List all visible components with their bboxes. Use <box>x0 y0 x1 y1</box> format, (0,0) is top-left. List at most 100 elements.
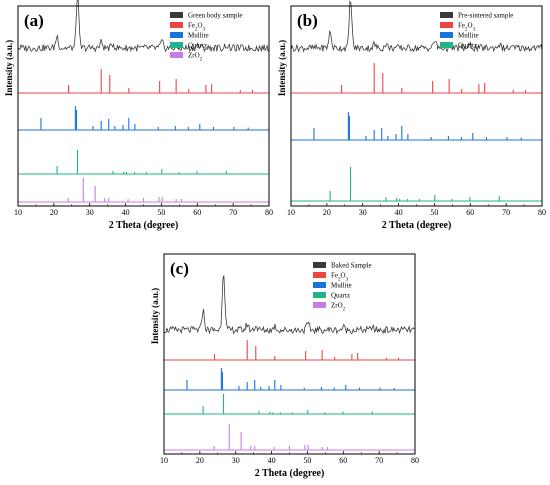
panel-label: (c) <box>170 259 189 278</box>
series-quartz <box>164 394 415 415</box>
x-tick-label: 10 <box>287 208 295 217</box>
legend-label: Fe2O3 <box>331 272 349 283</box>
legend-swatch <box>170 42 183 48</box>
series-zro2 <box>164 424 415 451</box>
x-tick-label: 30 <box>232 456 240 465</box>
chart-panel-a: 10 20 30 40 50 60 70 80 2 Theta (degree) Intensit… <box>4 0 273 231</box>
legend-swatch <box>170 12 183 18</box>
x-tick-label: 60 <box>466 208 474 217</box>
x-axis-label: 2 Theta (degree) <box>382 220 452 231</box>
x-axis-label: 2 Theta (degree) <box>255 468 325 479</box>
legend-label-part: 3 <box>203 27 206 32</box>
legend-swatch <box>313 282 326 288</box>
x-tick-label: 20 <box>323 208 331 217</box>
legend-swatch <box>170 32 183 38</box>
legend-label-part: Fe <box>188 22 195 30</box>
chart-panel-b: 10 20 30 40 50 60 70 80 2 Theta (degree) Intensit… <box>277 0 546 231</box>
legend-label: ZrO2 <box>331 302 346 313</box>
x-tick-label: 30 <box>86 208 94 217</box>
x-tick-label: 80 <box>265 208 273 217</box>
series-mullite <box>291 112 542 141</box>
x-tick-label: 70 <box>375 456 383 465</box>
x-axis-label: 2 Theta (degree) <box>109 220 179 231</box>
x-tick-label: 50 <box>157 208 165 217</box>
plot-frame <box>163 253 416 455</box>
legend-label-part: 3 <box>346 277 349 282</box>
x-tick-label: 70 <box>229 208 237 217</box>
series-fe2o3 <box>18 69 269 94</box>
series-green-body-sample <box>17 0 270 53</box>
legend-swatch <box>440 22 453 28</box>
x-tick-label: 80 <box>538 208 546 217</box>
legend-label: Quartz <box>188 42 207 50</box>
legend-label: Quartz <box>331 292 350 300</box>
x-tick-label: 40 <box>268 456 276 465</box>
legend-label-part: 2 <box>465 27 468 32</box>
panel-label: (a) <box>24 11 44 30</box>
legend-swatch <box>440 12 453 18</box>
x-tick-label: 60 <box>193 208 201 217</box>
x-tick-label: 80 <box>411 456 419 465</box>
chart-panel-c: 10 20 30 40 50 60 70 80 2 Theta (degree) Intensit… <box>150 253 419 479</box>
panel-label: (b) <box>297 11 318 30</box>
x-tick-label: 50 <box>430 208 438 217</box>
legend-swatch <box>440 42 453 48</box>
legend-label-part: O <box>198 22 203 30</box>
x-tick-label: 50 <box>303 456 311 465</box>
legend-label: Quartz <box>458 42 477 50</box>
y-axis-label: Intensity (a.u.) <box>4 40 14 96</box>
legend-swatch <box>313 262 326 268</box>
series-baked-sample <box>163 275 416 335</box>
legend-label-part: 2 <box>195 27 198 32</box>
series-mullite <box>164 368 415 391</box>
legend-label: Pre-sintered sample <box>458 12 513 20</box>
plot-frame <box>290 5 543 207</box>
legend-label: Mullite <box>458 32 479 40</box>
legend-label: Fe2O3 <box>188 22 206 33</box>
legend-label: Baked Sample <box>331 262 372 270</box>
legend-label-part: 2 <box>343 307 346 312</box>
legend-swatch <box>313 302 326 308</box>
legend-label-part: O <box>468 22 473 30</box>
series-pre-sintered-sample <box>290 0 543 53</box>
series-fe2o3 <box>291 63 542 94</box>
legend-label-part: 2 <box>338 277 341 282</box>
series-zro2 <box>18 178 269 203</box>
legend-swatch <box>170 22 183 28</box>
pattern-line <box>17 0 270 53</box>
legend-label: Mullite <box>188 32 209 40</box>
legend-label-part: 3 <box>473 27 476 32</box>
legend-swatch <box>170 52 183 58</box>
y-axis-label: Intensity (a.u.) <box>150 288 160 344</box>
series-quartz <box>291 167 542 202</box>
legend-label: Green body sample <box>188 12 242 20</box>
legend-label-part: ZrO <box>188 52 200 60</box>
x-tick-label: 20 <box>196 456 204 465</box>
x-tick-label: 40 <box>122 208 130 217</box>
legend-swatch <box>440 32 453 38</box>
legend-label: Fe2O3 <box>458 22 476 33</box>
series-fe2o3 <box>164 340 415 361</box>
pattern-line <box>163 275 416 335</box>
legend-label-part: 2 <box>200 57 203 62</box>
legend-label: ZrO2 <box>188 52 203 63</box>
x-tick-label: 60 <box>339 456 347 465</box>
y-axis-label: Intensity (a.u.) <box>277 40 287 96</box>
x-tick-label: 20 <box>50 208 58 217</box>
legend-label: Mullite <box>331 282 352 290</box>
pattern-line <box>290 0 543 53</box>
x-tick-label: 10 <box>14 208 22 217</box>
legend-swatch <box>313 292 326 298</box>
series-quartz <box>18 150 269 175</box>
legend-label-part: Fe <box>331 272 338 280</box>
x-tick-label: 70 <box>502 208 510 217</box>
legend-label-part: Fe <box>458 22 465 30</box>
plot-frame <box>17 5 270 207</box>
legend-label-part: ZrO <box>331 302 343 310</box>
legend-label-part: O <box>341 272 346 280</box>
legend-swatch <box>313 272 326 278</box>
